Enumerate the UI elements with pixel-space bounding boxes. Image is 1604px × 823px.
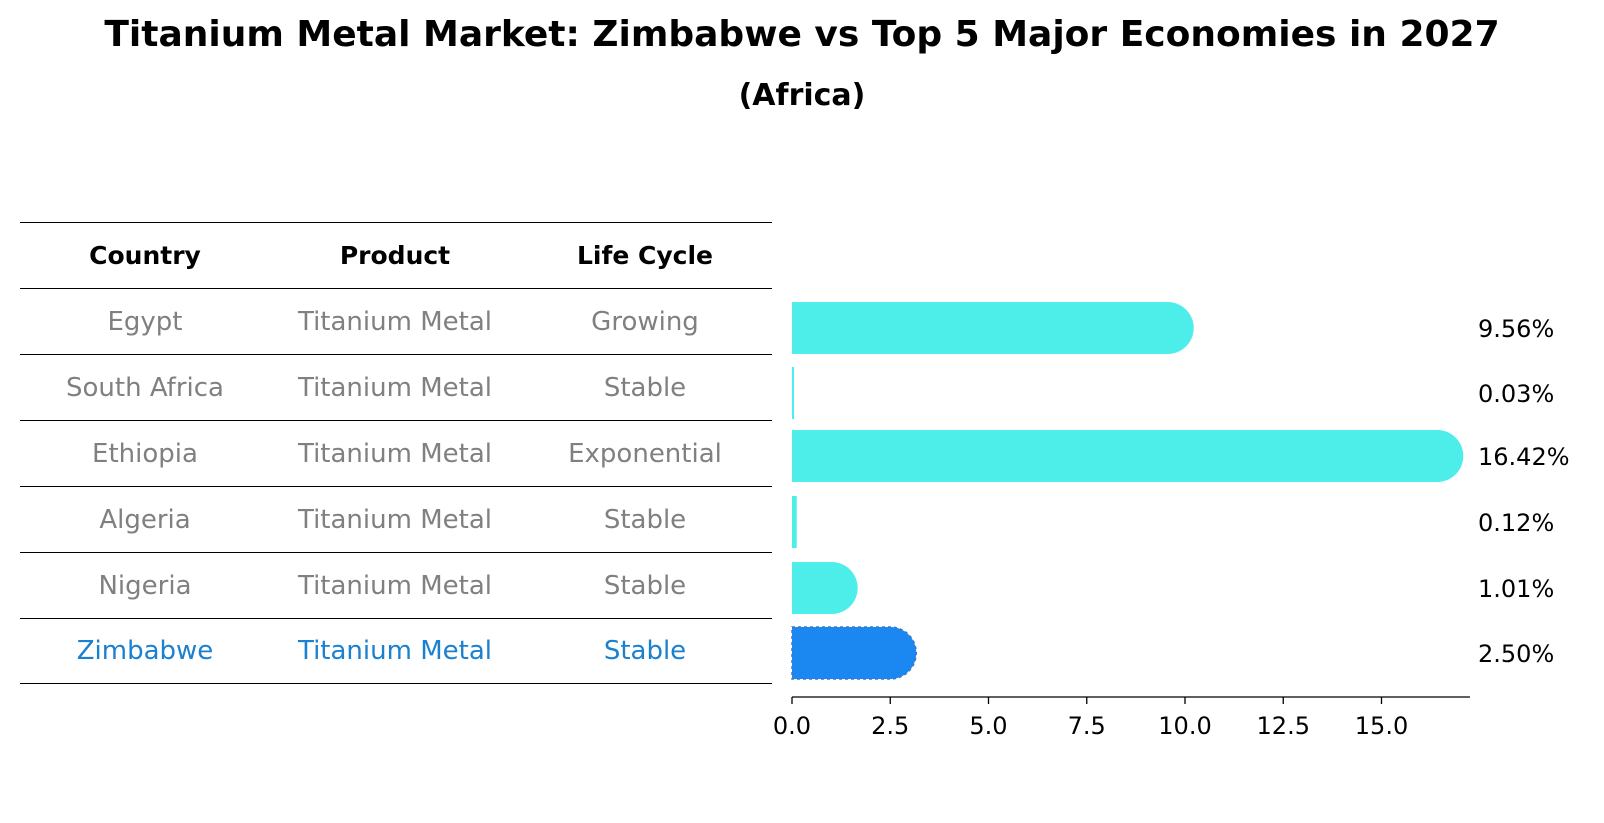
- table-row: Algeria Titanium Metal Stable: [20, 486, 772, 552]
- country-table: Country Product Life Cycle Egypt Titaniu…: [20, 222, 772, 684]
- x-tick-label: 10.0: [1158, 712, 1211, 740]
- value-label: 0.12%: [1478, 509, 1554, 537]
- header-product: Product: [339, 241, 451, 270]
- product-cell: Titanium Metal: [298, 636, 492, 666]
- value-label: 16.42%: [1478, 443, 1570, 471]
- product-cell: Titanium Metal: [298, 372, 492, 403]
- x-tick-label: 7.5: [1068, 712, 1106, 740]
- value-label: 1.01%: [1478, 575, 1554, 603]
- table-row: Egypt Titanium Metal Growing: [20, 288, 772, 354]
- country-cell: Egypt: [107, 306, 183, 337]
- value-label: 2.50%: [1478, 640, 1554, 668]
- chart-subtitle: (Africa): [738, 78, 866, 113]
- country-cell: Zimbabwe: [76, 636, 214, 666]
- country-cell: Ethiopia: [92, 438, 198, 469]
- bar: [792, 496, 797, 548]
- life-cycle-cell: Stable: [603, 570, 687, 601]
- country-cell: Algeria: [99, 504, 191, 535]
- bar: [792, 302, 1194, 354]
- x-tick-label: 0.0: [773, 712, 811, 740]
- life-cycle-cell: Stable: [603, 372, 687, 403]
- value-label: 9.56%: [1478, 315, 1554, 343]
- x-tick-label: 15.0: [1355, 712, 1408, 740]
- bar-highlighted: [791, 626, 917, 680]
- product-cell: Titanium Metal: [298, 438, 492, 469]
- life-cycle-cell: Growing: [591, 306, 699, 337]
- header-country: Country: [89, 241, 201, 270]
- life-cycle-cell: Stable: [603, 636, 687, 666]
- product-cell: Titanium Metal: [298, 504, 492, 535]
- life-cycle-cell: Exponential: [568, 438, 722, 469]
- table-row: South Africa Titanium Metal Stable: [20, 354, 772, 420]
- header-life-cycle: Life Cycle: [576, 241, 714, 270]
- x-tick-label: 2.5: [871, 712, 909, 740]
- table-row-highlighted: Zimbabwe Titanium Metal Stable: [20, 618, 772, 684]
- product-cell: Titanium Metal: [298, 306, 492, 337]
- country-cell: South Africa: [66, 372, 224, 403]
- table-header-row: Country Product Life Cycle: [20, 222, 772, 288]
- life-cycle-cell: Stable: [603, 504, 687, 535]
- value-label: 0.03%: [1478, 380, 1554, 408]
- bar: [792, 367, 794, 419]
- bar: [792, 562, 858, 614]
- chart-title: Titanium Metal Market: Zimbabwe vs Top 5…: [104, 14, 1500, 55]
- table-row: Ethiopia Titanium Metal Exponential: [20, 420, 772, 486]
- country-cell: Nigeria: [98, 570, 192, 601]
- product-cell: Titanium Metal: [298, 570, 492, 601]
- table-row: Nigeria Titanium Metal Stable: [20, 552, 772, 618]
- bar: [792, 430, 1464, 482]
- x-tick-label: 5.0: [969, 712, 1007, 740]
- x-tick-label: 12.5: [1257, 712, 1310, 740]
